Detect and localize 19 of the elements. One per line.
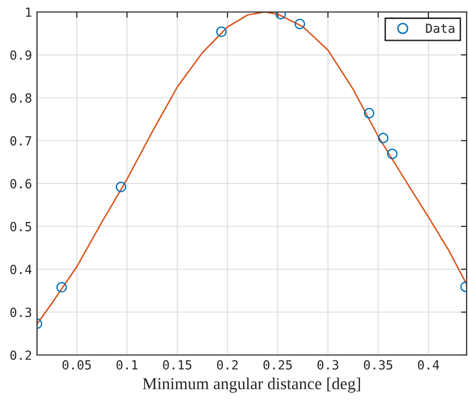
- y-tick-label: 0.6: [10, 179, 32, 188]
- x-tick-label: 0.05: [62, 360, 91, 370]
- x-axis-title: Minimum angular distance [deg]: [142, 378, 360, 393]
- y-tick-label: 0.7: [10, 136, 32, 146]
- y-tick-label: 0.3: [10, 308, 32, 318]
- y-tick-label: 1: [26, 8, 32, 17]
- x-tick-label: 0.2: [217, 360, 238, 370]
- x-tick-label: 0.35: [364, 360, 392, 370]
- y-tick-label: 0.9: [10, 50, 32, 60]
- x-tick-label: 0.25: [263, 360, 292, 370]
- legend-label: Data: [426, 24, 454, 33]
- y-tick-label: 0.8: [10, 93, 32, 103]
- y-tick-label: 0.5: [10, 222, 32, 232]
- y-tick-label: 0.2: [10, 350, 32, 360]
- x-tick-label: 0.4: [418, 360, 440, 370]
- x-tick-label: 0.3: [317, 360, 338, 370]
- y-tick-label: 0.4: [10, 264, 32, 274]
- x-tick-label: 0.1: [116, 360, 138, 370]
- x-tick-label: 0.15: [163, 360, 192, 370]
